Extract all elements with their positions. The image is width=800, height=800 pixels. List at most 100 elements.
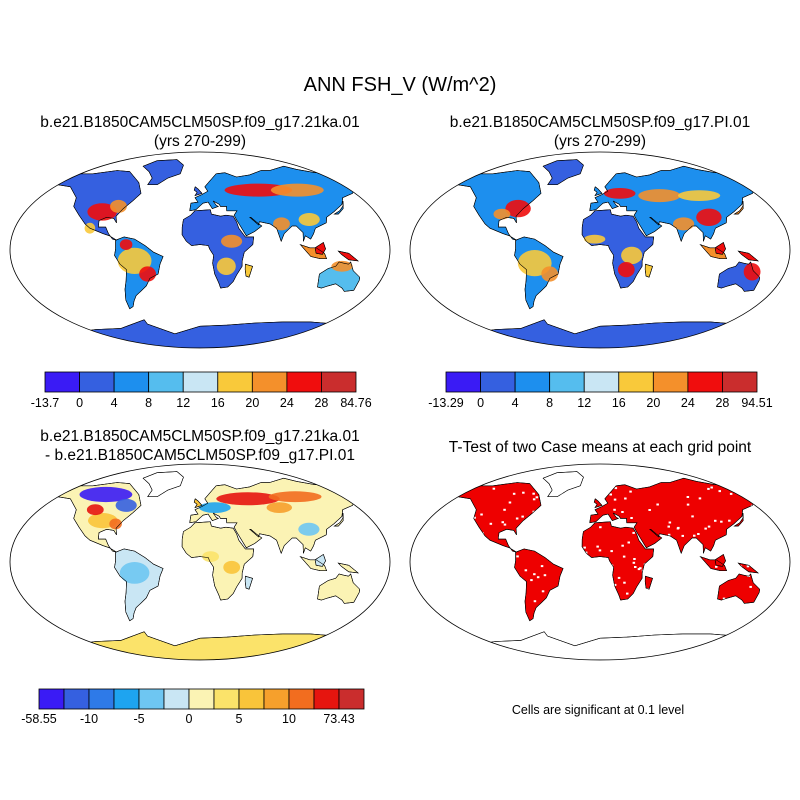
map-ttest-coastline [444,482,542,553]
map-ttest-insignificant-cell [686,503,690,506]
colorbar-diff-swatch [238,688,265,710]
map-case2-coastline [581,209,655,289]
map-ttest-insignificant-cell [433,586,436,589]
map-ttest-insignificant-cell [522,491,525,494]
map-ttest-insignificant-cell [515,573,518,576]
map-ttest-insignificant-cell [511,589,514,592]
map-ttest-insignificant-cell [743,531,746,534]
map-ttest-insignificant-cell [434,573,438,576]
map-panel-case1 [9,151,391,349]
map-ttest-insignificant-cell [665,581,669,584]
map-case2-coastline [714,241,726,255]
colorbar-diff-tick-label: -58.55 [21,712,57,726]
colorbar-case1-swatch [79,371,115,393]
map-ttest-insignificant-cell [586,600,589,603]
map-ttest-insignificant-cell [641,613,645,616]
map-ttest-insignificant-cell [481,532,484,535]
map-ttest-insignificant-cell [410,555,413,558]
colorbar-case2-tick-label: 20 [646,396,661,410]
map-ttest-insignificant-cell [422,540,425,543]
map-case2-field-patch [621,246,643,265]
map-ttest-coastline [714,553,726,567]
map-ttest-insignificant-cell [521,515,524,518]
map-ttest-insignificant-cell [609,493,612,496]
map-case1-coastline [114,236,164,310]
colorbar-case1-swatch [182,371,219,393]
map-ttest-insignificant-cell [635,602,638,605]
map-ttest-insignificant-cell [741,523,745,526]
map-ttest-insignificant-cell [697,533,700,535]
map-ttest-coastline [699,555,728,571]
map-ttest-insignificant-cell [412,572,416,575]
map-ttest-insignificant-cell [619,618,622,621]
map-diff-coastline [181,521,255,601]
panel-title-diff-line1: b.e21.B1850CAM5CLM50SP.f09_g17.21ka.01 [40,428,360,445]
colorbar-diff-swatch [138,688,165,710]
colorbar-case2-swatch [445,371,481,393]
map-ttest-insignificant-cell [530,579,533,582]
map-ttest-insignificant-cell [728,519,731,522]
map-ttest-insignificant-cell [648,509,651,511]
map-ttest-insignificant-cell [533,573,536,576]
map-case1-coastline [333,200,344,215]
panel-title-case1-line2: (yrs 270-299) [153,133,247,150]
map-ttest-insignificant-cell [549,488,553,491]
map-ttest-insignificant-cell [574,530,578,533]
map-case1-field-patch [270,183,324,197]
map-ttest-insignificant-cell [586,587,590,590]
map-ttest-insignificant-cell [639,567,642,570]
map-diff-coastline [193,498,203,509]
map-ttest-insignificant-cell [578,610,582,613]
map-diff-field-patch [119,562,150,584]
map-ttest-border [409,463,791,661]
map-ttest-insignificant-cell [564,591,567,594]
map-diff-coastline [44,482,142,553]
map-ttest-insignificant-cell [578,611,581,614]
map-ttest-insignificant-cell [637,568,641,571]
map-diff-field-patch [86,504,104,516]
colorbar-diff-tick-label: -5 [133,712,145,726]
map-ttest-insignificant-cell [423,568,426,571]
colorbar-diff-swatch [113,688,140,710]
map-ttest-insignificant-cell [424,514,427,517]
map-ttest-insignificant-cell [718,490,721,493]
map-case1-field-patch [273,217,290,231]
map-ttest-insignificant-cell [557,587,561,590]
map-ttest-insignificant-cell [499,598,502,600]
map-ttest-insignificant-cell [450,554,454,557]
map-ttest-insignificant-cell [656,503,659,506]
map-ttest-insignificant-cell [540,565,544,568]
map-diff-field-patch [202,551,219,562]
map-ttest-insignificant-cell [657,568,661,571]
map-ttest-insignificant-cell [456,577,460,580]
map-case1-field-patch [331,260,353,272]
colorbar-case2-tick-label: 24 [680,396,695,410]
map-diff-field-patch [266,502,292,513]
map-case1-coastline [142,159,184,185]
map-ttest-insignificant-cell [516,555,519,558]
colorbar-diff-swatch [338,688,365,710]
map-ttest-insignificant-cell [470,620,474,623]
colorbar-case1-swatch [286,371,322,393]
map-ttest-insignificant-cell [569,547,572,549]
map-ttest-insignificant-cell [429,571,433,574]
map-case2-field-patch [678,190,721,201]
map-diff-coastline [114,548,164,622]
map-ttest-insignificant-cell [746,607,749,610]
map-ttest-insignificant-cell [486,550,489,553]
map-ttest-insignificant-cell [410,560,413,563]
colorbar-diff-tick-label: 0 [185,712,193,726]
map-case1-field-patch [110,199,127,213]
map-ttest-coastline [644,575,653,590]
map-ttest-insignificant-cell [698,497,702,500]
map-ttest-insignificant-cell [622,555,626,558]
map-ttest-insignificant-cell [704,527,707,530]
map-ttest-insignificant-cell [535,496,539,499]
map-ttest-insignificant-cell [696,610,699,613]
map-ttest-insignificant-cell [614,614,617,617]
map-ttest-insignificant-cell [599,526,602,529]
colorbar-case2-tick-label: 8 [546,396,554,410]
map-ttest-insignificant-cell [463,513,467,516]
map-ttest-insignificant-cell [772,577,775,580]
map-ttest-insignificant-cell [643,563,647,566]
